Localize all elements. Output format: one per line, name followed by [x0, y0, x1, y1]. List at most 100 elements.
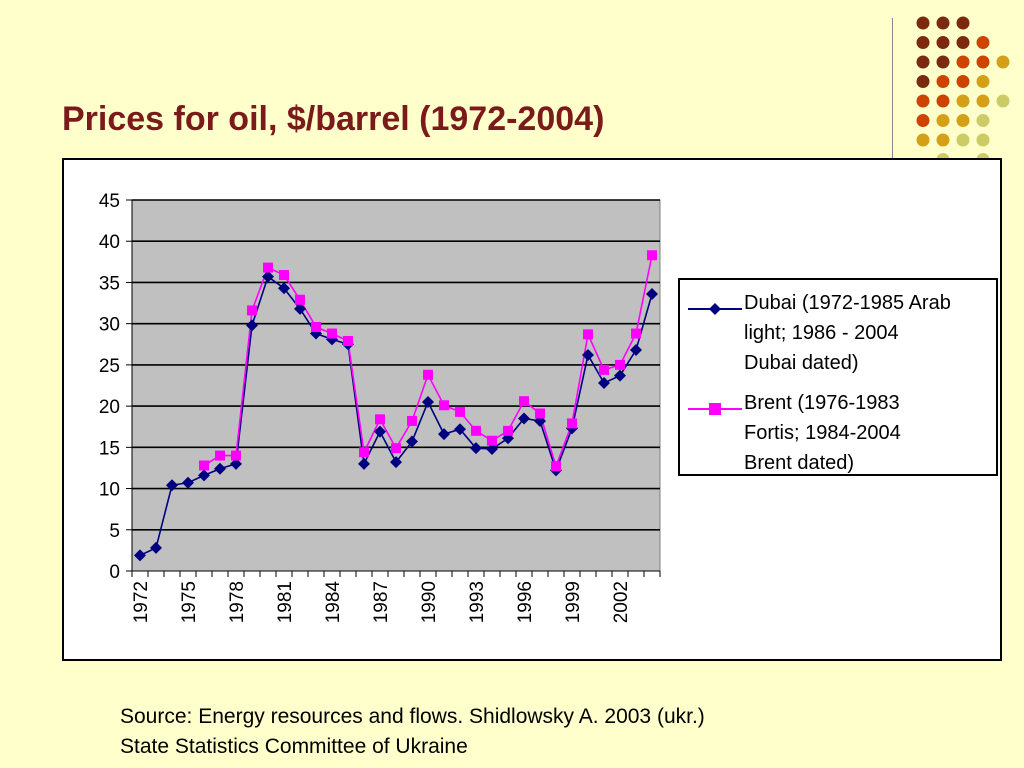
data-point-brent: [471, 425, 481, 436]
decor-dot: [916, 114, 930, 127]
y-tick-label: 20: [99, 397, 120, 418]
decor-dot: [956, 16, 970, 30]
data-point-dubai: [406, 435, 418, 448]
y-tick-label: 35: [99, 273, 120, 294]
y-tick-label: 15: [99, 438, 120, 459]
data-point-brent: [583, 329, 593, 340]
decor-dot: [936, 94, 950, 108]
data-point-brent: [503, 425, 513, 436]
data-point-dubai: [582, 348, 594, 361]
data-point-brent: [647, 250, 657, 261]
legend-brent-line2: Fortis; 1984-2004: [744, 422, 901, 444]
decor-divider: [892, 18, 893, 160]
data-point-dubai: [438, 428, 450, 441]
x-tick-label: 1984: [323, 581, 344, 624]
x-tick-label: 1990: [419, 581, 440, 623]
data-point-brent: [343, 335, 353, 346]
y-tick-label: 45: [99, 191, 120, 212]
decor-dot: [936, 114, 950, 127]
decor-dot: [976, 75, 990, 88]
decor-dot: [976, 55, 990, 69]
source-line-2: State Statistics Committee of Ukraine: [120, 735, 468, 758]
data-point-dubai: [150, 541, 162, 554]
x-tick-label: 1981: [275, 581, 296, 623]
decor-dot: [916, 133, 930, 147]
data-point-brent: [519, 396, 529, 407]
decor-dot: [936, 75, 950, 88]
data-point-dubai: [198, 469, 210, 482]
data-point-dubai: [230, 457, 242, 470]
y-tick-label: 0: [109, 562, 120, 583]
data-point-dubai: [598, 377, 610, 390]
data-point-brent: [439, 400, 449, 411]
data-point-dubai: [246, 319, 258, 332]
data-point-dubai: [166, 479, 178, 492]
data-point-dubai: [134, 549, 146, 562]
data-point-brent: [215, 450, 225, 461]
data-point-brent: [199, 460, 209, 471]
x-tick-label: 1999: [563, 581, 584, 623]
slide-title: Prices for oil, $/barrel (1972-2004): [62, 100, 605, 138]
data-point-brent: [231, 450, 241, 461]
source-line-1: Source: Energy resources and flows. Shid…: [120, 705, 705, 728]
decor-dot: [956, 94, 970, 108]
x-tick-label: 1993: [467, 581, 488, 623]
data-point-brent: [567, 418, 577, 429]
data-point-dubai: [518, 412, 530, 425]
decor-dot: [976, 36, 990, 49]
decor-dot-grid: [916, 16, 1010, 164]
decor-dot: [956, 114, 970, 127]
decor-dot: [916, 36, 930, 49]
legend-brent-line1: Brent (1976-1983: [744, 392, 900, 414]
data-point-brent: [247, 305, 257, 316]
y-tick-label: 25: [99, 356, 120, 377]
x-tick-label: 1987: [371, 581, 392, 623]
chart-frame: 0 5 10 15 20 25 30 35 40 45 1972 1975 1978 1981 1984 19…: [62, 158, 1002, 661]
data-point-dubai: [422, 395, 434, 408]
data-point-brent: [615, 359, 625, 370]
data-point-dubai: [214, 462, 226, 475]
legend-dubai-line1: Dubai (1972-1985 Arab: [744, 292, 951, 314]
data-point-brent: [535, 408, 545, 419]
legend-swatch-brent: [688, 403, 742, 415]
decor-dot: [936, 133, 950, 147]
decor-dot: [936, 36, 950, 49]
legend-dubai-line3: Dubai dated): [744, 352, 859, 374]
chart-legend: Dubai (1972-1985 Arab light; 1986 - 2004…: [678, 278, 998, 476]
decor-dot: [916, 16, 930, 30]
data-point-dubai: [182, 476, 194, 489]
decor-dot: [996, 55, 1010, 69]
oil-price-chart: 0 5 10 15 20 25 30 35 40 45 1972 1975 1978 1981 1984 19…: [99, 191, 661, 624]
data-point-brent: [327, 328, 337, 339]
plot-area: [131, 199, 661, 572]
data-point-brent: [599, 364, 609, 375]
x-tick-label: 2002: [611, 581, 632, 623]
decor-dot: [956, 133, 970, 147]
data-point-dubai: [278, 282, 290, 295]
decor-dot: [956, 36, 970, 49]
decor-dot: [956, 55, 970, 69]
data-point-dubai: [486, 442, 498, 455]
data-point-brent: [359, 447, 369, 458]
source-note: Source: Energy resources and flows. Shid…: [120, 702, 705, 762]
data-point-brent: [423, 369, 433, 380]
x-tick-label: 1972: [131, 581, 152, 623]
data-point-dubai: [390, 456, 402, 469]
y-tick-label: 40: [99, 232, 120, 253]
decor-dot: [976, 114, 990, 127]
data-point-dubai: [294, 302, 306, 315]
data-point-brent: [375, 414, 385, 425]
data-point-brent: [631, 328, 641, 339]
y-tick-label: 5: [109, 521, 120, 542]
data-point-brent: [311, 321, 321, 332]
data-point-dubai: [646, 287, 658, 300]
data-point-dubai: [454, 423, 466, 436]
legend-dubai-line2: light; 1986 - 2004: [744, 322, 899, 344]
decor-dot: [916, 55, 930, 69]
decor-dot: [916, 94, 930, 108]
y-tick-label: 10: [99, 480, 120, 501]
decor-dot: [956, 75, 970, 88]
x-tick-label: 1996: [515, 581, 536, 623]
decor-dot: [916, 75, 930, 88]
data-point-brent: [487, 435, 497, 446]
